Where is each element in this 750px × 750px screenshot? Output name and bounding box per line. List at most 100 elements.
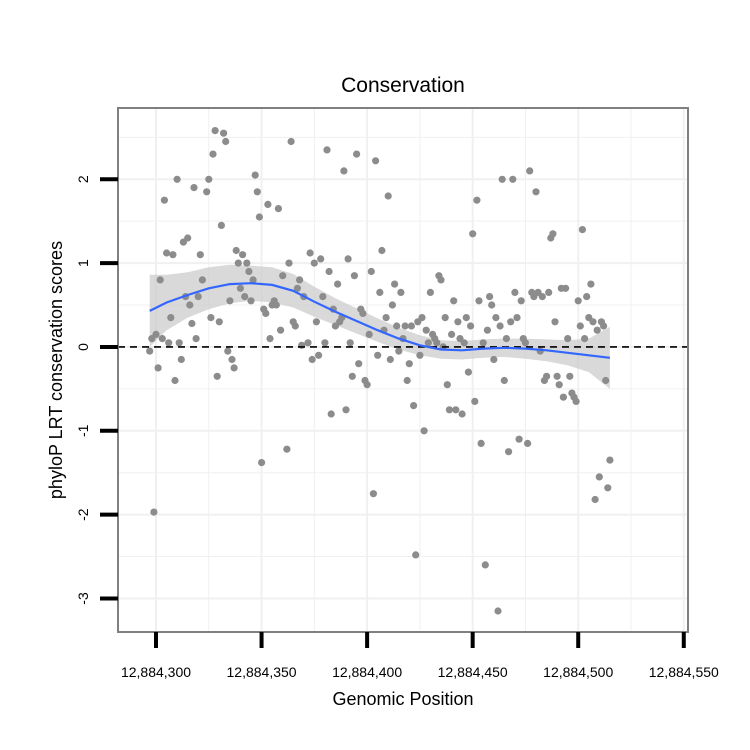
data-point: [469, 230, 477, 238]
data-point: [277, 326, 285, 334]
data-point: [306, 249, 314, 257]
data-point: [365, 330, 373, 338]
data-point: [325, 267, 333, 276]
data-point: [405, 360, 413, 368]
data-point: [279, 272, 287, 280]
data-point: [355, 360, 363, 368]
data-point: [553, 372, 561, 380]
data-point: [498, 175, 506, 183]
data-point: [595, 473, 603, 481]
data-point: [384, 192, 392, 200]
data-point: [211, 127, 219, 135]
y-tick-label: 2: [75, 175, 91, 183]
data-point: [262, 309, 270, 317]
data-point: [198, 276, 206, 284]
data-point: [460, 339, 468, 347]
data-point: [574, 297, 582, 305]
data-point: [177, 355, 185, 364]
data-point: [272, 301, 280, 309]
data-point: [205, 175, 213, 183]
data-point: [422, 326, 430, 334]
data-point: [424, 339, 432, 347]
data-point: [454, 318, 462, 326]
data-point: [312, 318, 320, 326]
data-point: [234, 259, 242, 267]
data-point: [587, 280, 595, 288]
data-point: [441, 314, 449, 322]
data-point: [239, 251, 247, 259]
data-point: [156, 276, 164, 284]
data-point: [551, 318, 559, 326]
data-point: [253, 188, 261, 196]
data-point: [321, 339, 329, 347]
data-point: [291, 322, 299, 330]
data-point: [188, 319, 196, 328]
data-point: [203, 188, 211, 196]
data-point: [363, 381, 371, 389]
data-point: [192, 335, 200, 343]
data-point: [391, 280, 399, 288]
data-point: [566, 372, 574, 380]
data-point: [340, 167, 348, 175]
data-point: [171, 376, 179, 385]
smooth-fit-line: [149, 282, 611, 359]
y-axis: -3 -2 -1 0 1 2: [75, 175, 118, 605]
data-point: [247, 297, 255, 305]
data-point: [407, 322, 415, 330]
data-point: [545, 288, 553, 296]
data-point: [458, 410, 466, 418]
data-point: [532, 188, 540, 196]
data-point: [481, 561, 489, 569]
data-point: [443, 381, 451, 389]
data-point: [251, 171, 259, 179]
data-point: [505, 448, 513, 456]
data-point: [348, 372, 356, 380]
x-tick-label: 12,884,350: [227, 664, 297, 680]
data-point: [241, 293, 249, 301]
data-point: [471, 397, 479, 405]
data-point: [376, 288, 384, 296]
y-tick-label: 1: [75, 259, 91, 267]
data-point: [283, 445, 291, 453]
data-point: [264, 200, 272, 208]
data-point: [213, 372, 221, 380]
data-point: [483, 326, 491, 334]
data-point: [511, 288, 519, 296]
data-point: [222, 137, 230, 146]
data-point: [397, 288, 405, 296]
data-point: [245, 267, 253, 276]
data-point: [524, 439, 532, 447]
data-point: [369, 490, 377, 498]
data-points: [146, 127, 614, 615]
data-point: [207, 314, 215, 322]
data-point: [555, 381, 563, 389]
data-point: [490, 355, 498, 364]
data-point: [226, 297, 234, 305]
data-point: [255, 213, 263, 221]
data-point: [232, 246, 240, 255]
y-tick-label: -3: [75, 592, 91, 605]
data-point: [418, 314, 426, 322]
data-point: [293, 284, 301, 292]
data-point: [488, 301, 496, 309]
x-axis-label: Genomic Position: [332, 689, 473, 709]
data-point: [287, 137, 295, 146]
data-point: [310, 259, 318, 267]
y-tick-label: -1: [75, 424, 91, 437]
data-point: [249, 276, 257, 284]
data-point: [274, 205, 282, 213]
data-point: [165, 339, 173, 347]
data-point: [549, 230, 557, 238]
data-point: [150, 508, 158, 516]
data-point: [350, 272, 358, 280]
data-point: [266, 335, 274, 343]
data-point: [308, 355, 316, 364]
data-point: [593, 326, 601, 334]
data-point: [604, 484, 612, 492]
data-point: [184, 234, 192, 242]
data-point: [304, 339, 312, 347]
data-point: [374, 351, 382, 359]
data-point: [410, 402, 418, 410]
data-point: [473, 196, 481, 204]
data-point: [378, 246, 386, 255]
